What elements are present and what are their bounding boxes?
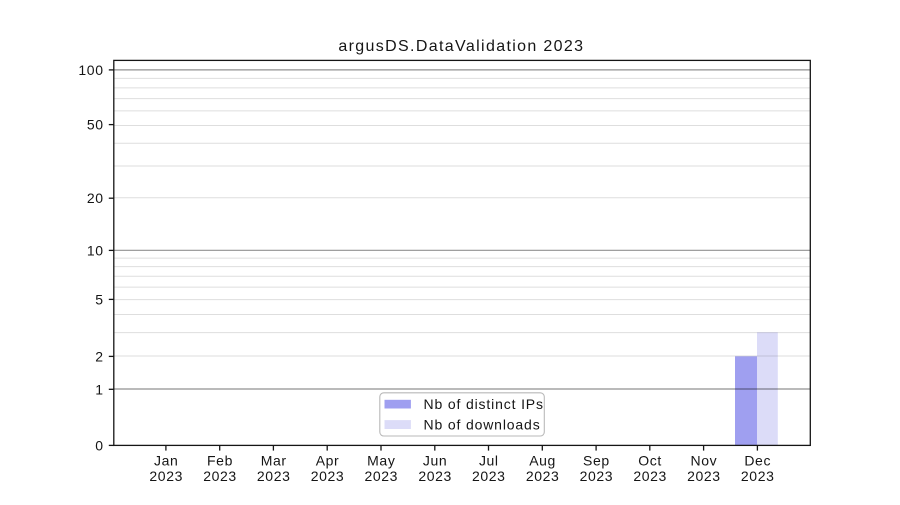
svg-text:Apr: Apr <box>316 453 340 469</box>
svg-text:2023: 2023 <box>203 468 237 484</box>
svg-text:2023: 2023 <box>526 468 560 484</box>
svg-text:Dec: Dec <box>744 453 771 469</box>
svg-text:2023: 2023 <box>472 468 506 484</box>
svg-text:2023: 2023 <box>580 468 614 484</box>
svg-text:Nb of distinct IPs: Nb of distinct IPs <box>424 396 544 412</box>
svg-text:2023: 2023 <box>633 468 667 484</box>
svg-text:10: 10 <box>87 242 104 258</box>
svg-text:2023: 2023 <box>311 468 345 484</box>
svg-text:Jun: Jun <box>423 453 447 469</box>
svg-text:2023: 2023 <box>687 468 721 484</box>
svg-text:2023: 2023 <box>365 468 399 484</box>
svg-text:2: 2 <box>95 348 103 364</box>
svg-text:50: 50 <box>87 117 104 133</box>
svg-text:Feb: Feb <box>207 453 233 469</box>
svg-text:Jul: Jul <box>479 453 499 469</box>
svg-text:2023: 2023 <box>257 468 291 484</box>
svg-text:20: 20 <box>87 190 104 206</box>
svg-text:Aug: Aug <box>529 453 556 469</box>
svg-text:Jan: Jan <box>154 453 178 469</box>
svg-text:2023: 2023 <box>149 468 183 484</box>
svg-text:Nov: Nov <box>691 453 718 469</box>
svg-text:1: 1 <box>95 381 103 397</box>
svg-text:Sep: Sep <box>583 453 610 469</box>
svg-text:0: 0 <box>95 437 103 453</box>
svg-text:5: 5 <box>95 291 103 307</box>
svg-text:2023: 2023 <box>418 468 452 484</box>
svg-text:2023: 2023 <box>741 468 775 484</box>
svg-text:Nb of downloads: Nb of downloads <box>424 417 541 433</box>
svg-text:May: May <box>367 453 395 469</box>
svg-text:100: 100 <box>78 62 103 78</box>
svg-text:argusDS.DataValidation 2023: argusDS.DataValidation 2023 <box>338 38 584 55</box>
svg-text:Oct: Oct <box>638 453 662 469</box>
svg-text:Mar: Mar <box>261 453 287 469</box>
